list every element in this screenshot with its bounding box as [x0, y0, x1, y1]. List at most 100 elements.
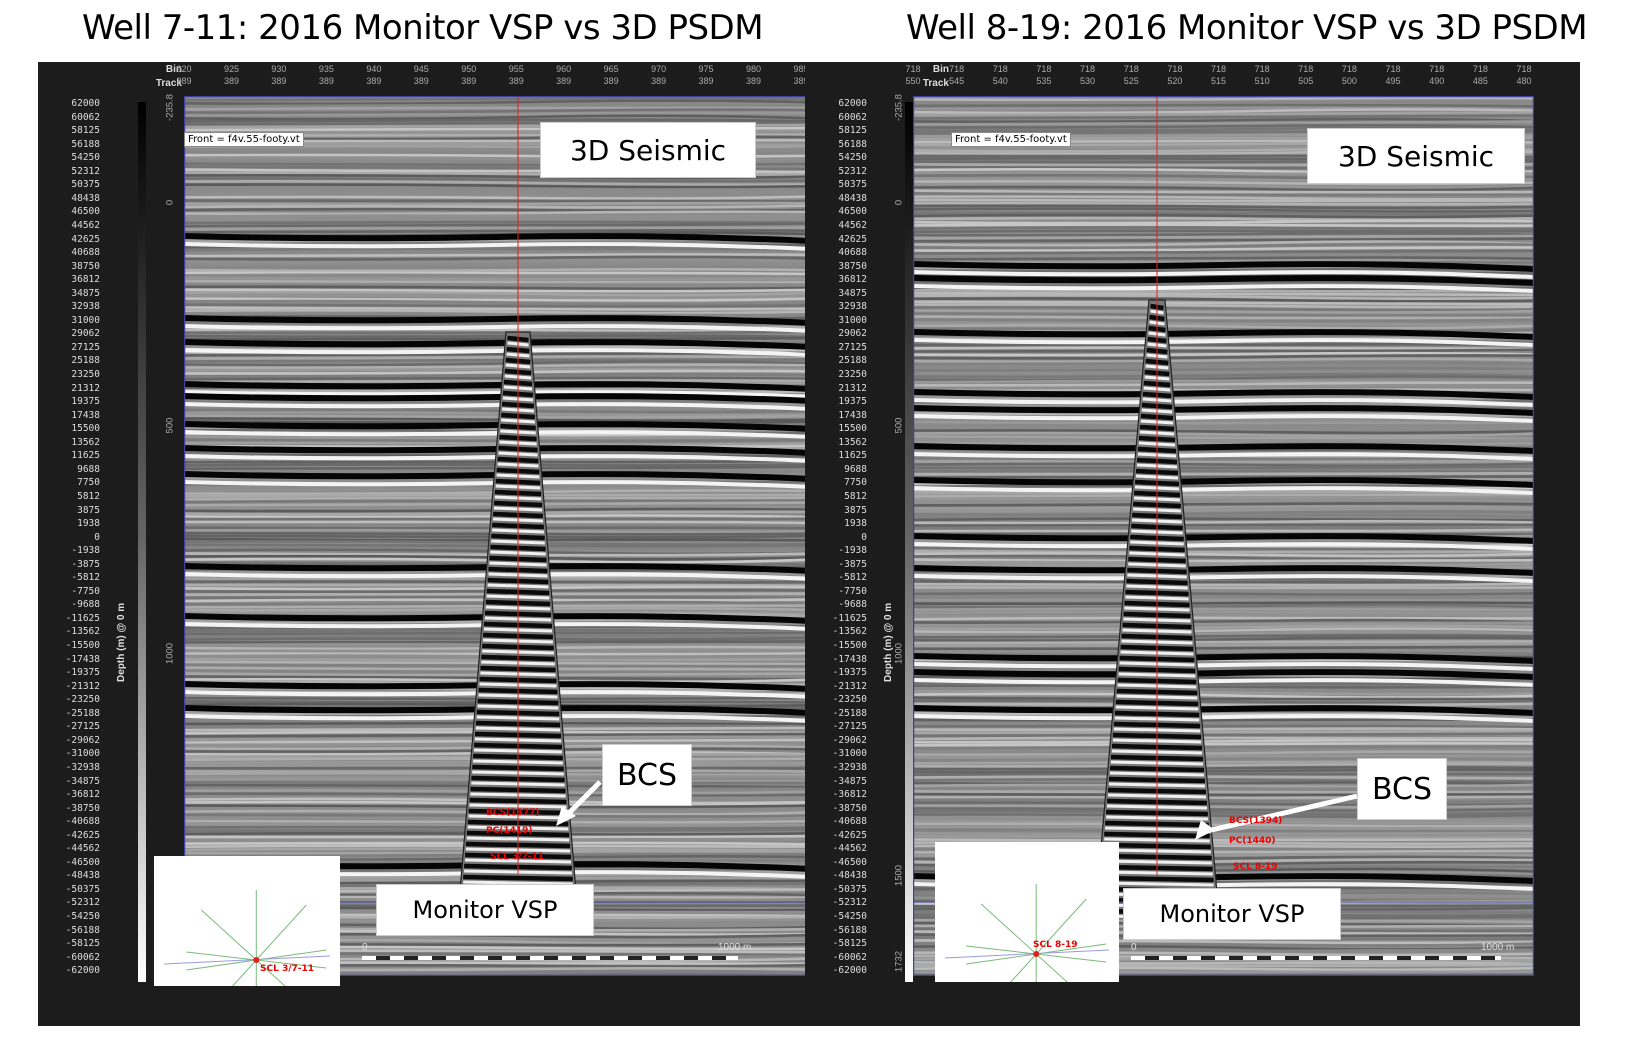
colorbar-label: 34875	[71, 287, 100, 299]
seismic-reflector	[184, 265, 811, 269]
seismic-reflector	[913, 798, 1534, 804]
scale-end: 1000 m	[718, 942, 752, 953]
seismic-reflector	[184, 271, 811, 276]
bcs-label: BCS	[1357, 758, 1447, 820]
marker-bcs: BCS(1377)	[486, 808, 540, 818]
vsp-reflector-bright	[463, 880, 573, 886]
seismic-reflector	[913, 692, 1534, 699]
seismic-reflector	[913, 591, 1534, 596]
seismic-reflector	[913, 642, 1534, 648]
strong-reflector-dark	[913, 705, 1534, 716]
bin-tick: 965	[603, 64, 619, 74]
monitor-vsp-label: Monitor VSP	[376, 884, 594, 936]
depth-tick: 0	[893, 199, 905, 206]
colorbar-label: -23250	[832, 694, 867, 706]
seismic-reflector	[184, 312, 811, 317]
amplitude-colorbar	[905, 102, 913, 982]
seismic-reflector	[184, 255, 811, 261]
colorbar-label: 15500	[838, 423, 867, 435]
seismic-reflector	[913, 321, 1534, 327]
seismic-reflector	[913, 246, 1534, 252]
colorbar-label: 46500	[71, 206, 100, 218]
colorbar-label: -44562	[832, 843, 867, 855]
bin-tick: 920	[176, 64, 192, 74]
scale-start: 0	[1131, 942, 1137, 953]
colorbar-label: 42625	[71, 233, 100, 245]
seismic-reflector	[913, 588, 1534, 594]
track-tick: 520	[1167, 76, 1183, 86]
seismic-reflector	[184, 210, 811, 216]
seismic-reflector	[913, 189, 1534, 194]
location-map-inset	[154, 856, 340, 986]
colorbar-label: 23250	[838, 369, 867, 380]
seismic-reflector	[913, 610, 1534, 615]
colorbar-label: -48438	[65, 870, 100, 882]
seismic-reflector	[913, 381, 1534, 387]
bin-tick: 955	[508, 64, 524, 74]
seismic-reflector	[913, 291, 1534, 297]
bin-tick: 718	[1341, 64, 1357, 74]
seismic-reflector	[913, 607, 1534, 612]
colorbar-label: 17438	[838, 409, 867, 421]
colorbar-label: -15500	[65, 640, 100, 651]
colorbar-label: -25188	[832, 707, 867, 719]
colorbar-label: -46500	[65, 856, 100, 868]
seismic-reflector	[913, 507, 1534, 513]
seismic-reflector	[913, 634, 1534, 639]
track-tick: 389	[556, 76, 572, 86]
seismic-reflector	[913, 435, 1534, 441]
colorbar-label: -9688	[71, 599, 100, 611]
seismic-reflector	[913, 783, 1534, 789]
track-tick: 505	[1298, 76, 1314, 86]
colorbar-label: -50375	[832, 883, 867, 895]
seismic-reflector	[913, 603, 1534, 609]
seismic-reflector	[913, 778, 1534, 783]
colorbar-label: 21312	[71, 382, 100, 394]
seismic-reflector	[913, 229, 1534, 234]
seismic-reflector	[913, 505, 1534, 510]
colorbar-label: -9688	[838, 599, 867, 611]
seismic-reflector	[913, 523, 1534, 527]
colorbar-label: -58125	[832, 938, 867, 950]
monitor-vsp-label: Monitor VSP	[1123, 888, 1341, 940]
seismic-reflector	[913, 754, 1534, 759]
colorbar-label: 13562	[71, 436, 100, 448]
bin-tick: 718	[1254, 64, 1270, 74]
colorbar-label: -38750	[65, 802, 100, 814]
colorbar-label: 44562	[71, 219, 100, 231]
seismic-reflector	[913, 237, 1534, 243]
colorbar-label: 5812	[77, 490, 100, 502]
colorbar-label: -21312	[832, 680, 867, 692]
colorbar-label: 23250	[71, 369, 100, 380]
track-tick: 389	[413, 76, 429, 86]
seismic-reflector	[184, 106, 811, 111]
seismic-reflector	[184, 108, 811, 114]
track-tick: 389	[603, 76, 619, 86]
bin-tick: 950	[461, 64, 477, 74]
colorbar-label: 34875	[838, 287, 867, 299]
seismic-reflector	[913, 804, 1534, 809]
bcs-arrow-head	[1195, 820, 1215, 840]
seismic-reflector	[913, 357, 1534, 363]
seismic-reflector	[184, 222, 811, 228]
seismic-reflector	[913, 103, 1534, 108]
seismic-reflector	[184, 297, 811, 302]
seismic-reflector	[913, 231, 1534, 237]
colorbar-label: 7750	[77, 477, 100, 489]
strong-reflector-dark	[913, 533, 1534, 544]
seismic-reflector	[913, 768, 1534, 774]
seismic-reflector	[913, 560, 1534, 567]
seismic-reflector	[913, 624, 1534, 631]
seismic-reflector	[184, 183, 811, 189]
seismic-reflector	[184, 180, 811, 186]
seismic-reflector	[913, 760, 1534, 765]
seismic-reflector	[913, 790, 1534, 794]
colorbar-label: -17438	[832, 653, 867, 665]
bin-label: Bin	[165, 64, 182, 75]
seismic-reflector	[913, 807, 1534, 812]
colorbar-label: 29062	[71, 328, 100, 340]
seismic-reflector	[913, 412, 1534, 416]
colorbar-label: -52312	[65, 897, 100, 909]
seismic-reflector	[913, 475, 1534, 479]
bcs-arrow-head	[556, 806, 576, 826]
